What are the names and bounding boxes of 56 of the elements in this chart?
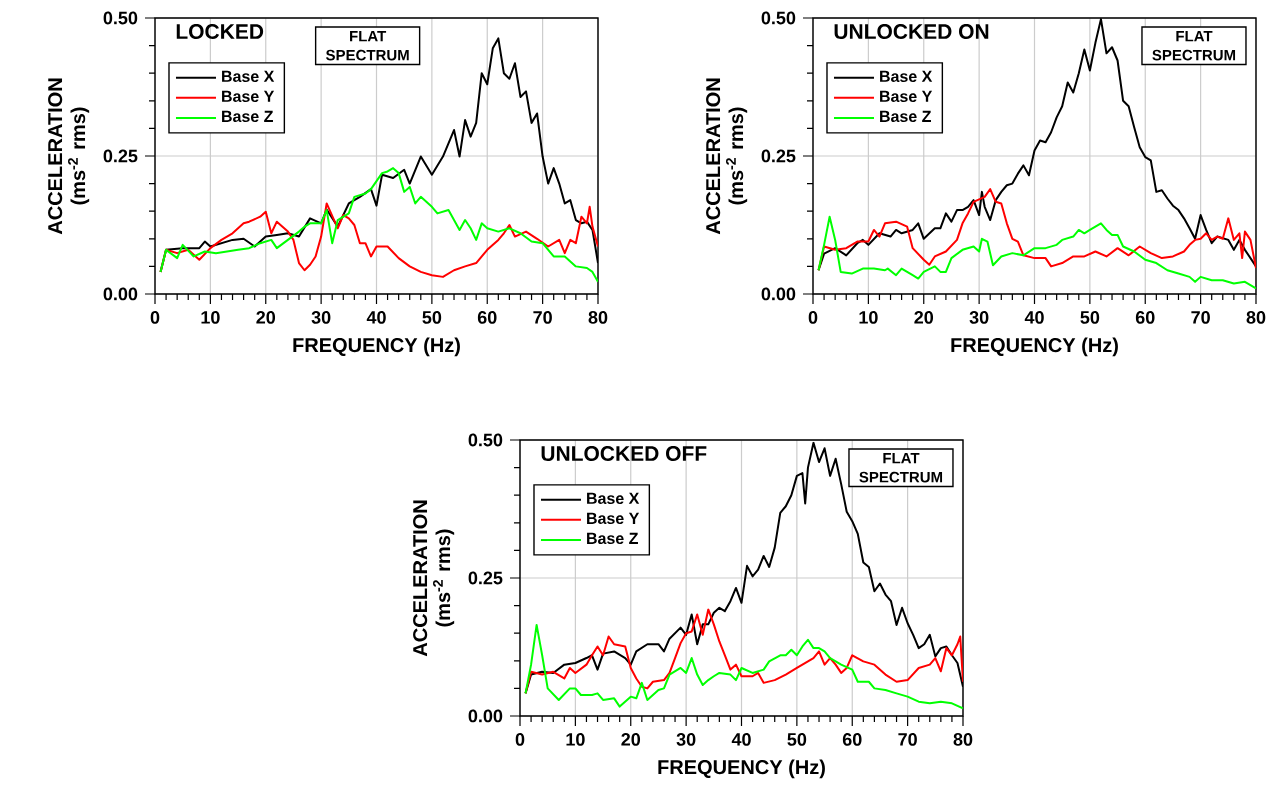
x-tick-label: 60: [842, 733, 862, 746]
x-tick-label: 40: [366, 311, 386, 324]
x-tick-label: 70: [898, 733, 917, 746]
legend-label: Base Z: [587, 532, 638, 545]
chart-title: UNLOCKED OFF: [541, 446, 707, 461]
x-tick-label: 60: [1135, 311, 1155, 324]
x-tick-label: 70: [1191, 311, 1210, 324]
x-tick-label: 10: [566, 733, 585, 746]
x-tick-label: 60: [477, 311, 497, 324]
y-tick-label: 0.50: [103, 11, 138, 25]
x-axis-title: FREQUENCY (Hz): [293, 337, 460, 357]
legend-label: Base Y: [222, 90, 275, 103]
x-tick-label: 10: [859, 311, 878, 324]
chart-title: LOCKED: [176, 24, 264, 39]
x-tick-label: 20: [256, 311, 276, 324]
y-tick-label: 0.50: [761, 11, 796, 25]
x-tick-label: 0: [150, 311, 160, 324]
x-tick-label: 70: [533, 311, 552, 324]
x-tick-label: 50: [1080, 311, 1100, 324]
x-tick-label: 40: [731, 733, 751, 746]
legend-label: Base Y: [587, 512, 640, 525]
annotation: FLAT SPECTRUM: [325, 30, 409, 61]
x-axis-title: FREQUENCY (Hz): [658, 759, 825, 779]
x-tick-label: 20: [914, 311, 934, 324]
x-tick-label: 50: [787, 733, 807, 746]
x-tick-label: 80: [953, 733, 973, 746]
legend-label: Base X: [880, 70, 933, 83]
y-tick-label: 0.00: [761, 287, 796, 301]
legend-label: Base X: [587, 492, 640, 505]
legend-label: Base Z: [222, 110, 273, 123]
x-tick-label: 0: [515, 733, 525, 746]
x-tick-label: 80: [1246, 311, 1266, 324]
x-tick-label: 30: [969, 311, 989, 324]
legend-label: Base Y: [880, 90, 933, 103]
x-tick-label: 30: [311, 311, 331, 324]
line-series: [524, 623, 963, 710]
x-tick-label: 30: [676, 733, 696, 746]
annotation: FLAT SPECTRUM: [1152, 30, 1236, 61]
annotation: FLAT SPECTRUM: [859, 452, 943, 483]
x-tick-label: 50: [422, 311, 442, 324]
x-tick-label: 40: [1024, 311, 1044, 324]
x-tick-label: 0: [808, 311, 818, 324]
x-tick-label: 10: [201, 311, 220, 324]
y-tick-label: 0.25: [468, 571, 503, 585]
y-tick-label: 0.50: [468, 433, 503, 447]
line-series: [817, 215, 1256, 290]
y-tick-label: 0.25: [761, 149, 796, 163]
legend-label: Base Z: [880, 110, 931, 123]
x-tick-label: 80: [588, 311, 608, 324]
chart-title: UNLOCKED ON: [834, 24, 989, 39]
x-tick-label: 20: [621, 733, 641, 746]
y-tick-label: 0.00: [103, 287, 138, 301]
y-tick-label: 0.00: [468, 709, 503, 723]
legend-label: Base X: [222, 70, 275, 83]
x-axis-title: FREQUENCY (Hz): [951, 337, 1118, 357]
y-tick-label: 0.25: [103, 149, 138, 163]
